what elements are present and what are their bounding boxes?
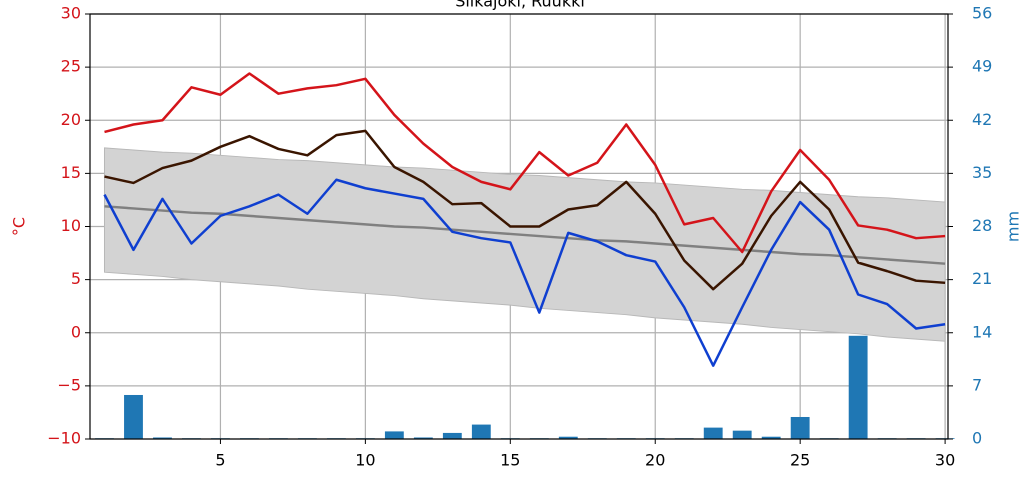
range-band (103, 147, 946, 342)
y2-tick-label: 7 (972, 375, 982, 394)
bar (790, 416, 810, 439)
y2-tick-label: 14 (972, 322, 992, 341)
bar (471, 424, 491, 439)
line (104, 129, 946, 291)
bar (384, 431, 404, 439)
y-tick-label: 20 (61, 110, 81, 129)
y2-tick-label: 35 (972, 163, 992, 182)
x-tick-label: 15 (500, 451, 520, 470)
y-tick-label: 0 (71, 322, 81, 341)
bar (558, 436, 578, 439)
y-tick-label: 25 (61, 57, 81, 76)
y2-tick-label: 49 (972, 57, 992, 76)
y-tick-label: −5 (57, 375, 81, 394)
bar (124, 394, 143, 439)
y2-tick-label: 42 (972, 110, 992, 129)
bar (413, 437, 433, 439)
bar (153, 437, 172, 439)
y-axis-label: °C (10, 217, 29, 236)
bar (761, 436, 781, 439)
bar (732, 430, 752, 439)
bar (703, 427, 723, 439)
chart-title: Siikajoki, Ruukki (455, 0, 585, 11)
y2-tick-label: 21 (972, 269, 992, 288)
y-tick-label: 10 (61, 216, 81, 235)
x-tick-label: 25 (790, 451, 810, 470)
y-tick-label: −10 (47, 429, 81, 448)
y2-tick-label: 56 (972, 4, 992, 23)
x-tick-label: 10 (355, 451, 375, 470)
line (103, 178, 946, 367)
x-tick-label: 30 (935, 451, 955, 470)
line (104, 205, 946, 265)
x-tick-label: 20 (645, 451, 665, 470)
bar (442, 432, 462, 439)
y-tick-label: 30 (61, 4, 81, 23)
x-tick-label: 5 (215, 451, 225, 470)
y2-tick-label: 28 (972, 216, 992, 235)
y-tick-label: 5 (71, 269, 81, 288)
bar (848, 335, 868, 439)
line (104, 72, 946, 254)
y-tick-label: 15 (61, 163, 81, 182)
y2-axis-label: mm (1004, 211, 1023, 242)
y2-tick-label: 0 (972, 429, 982, 448)
